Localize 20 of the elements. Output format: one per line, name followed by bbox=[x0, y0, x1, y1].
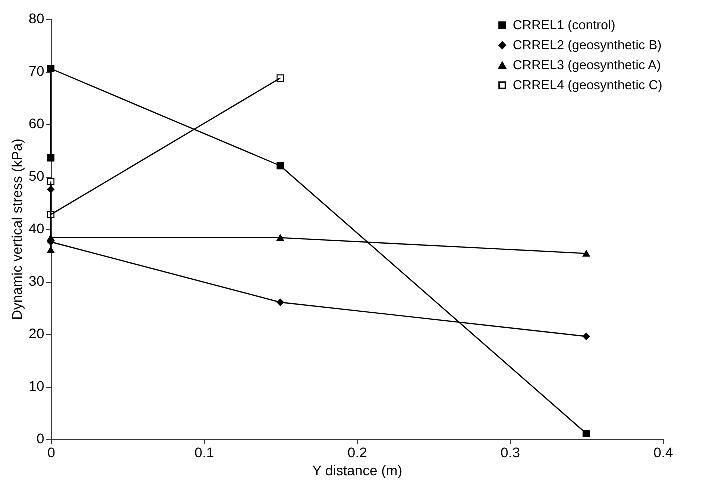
x-axis-title: Y distance (m) bbox=[312, 462, 402, 478]
y-tick-label: 0 bbox=[36, 430, 45, 446]
y-tick-label: 20 bbox=[28, 326, 45, 342]
y-tick-label: 10 bbox=[28, 378, 45, 394]
x-tick-label: 0.4 bbox=[654, 444, 674, 460]
y-tick-label: 50 bbox=[28, 168, 45, 184]
x-tick-label: 0.3 bbox=[500, 444, 520, 460]
y-axis-title: Dynamic vertical stress (kPa) bbox=[8, 138, 25, 320]
y-tick-label: 60 bbox=[28, 116, 45, 132]
y-tick-label: 40 bbox=[28, 220, 45, 236]
y-tick-label: 80 bbox=[28, 10, 45, 26]
legend-label: CRREL2 (geosynthetic B) bbox=[513, 38, 662, 52]
legend-label: CRREL3 (geosynthetic A) bbox=[513, 58, 662, 72]
x-tick-label: 0.1 bbox=[194, 444, 214, 460]
y-tick-label: 70 bbox=[28, 63, 45, 79]
x-tick-label: 0 bbox=[48, 444, 56, 460]
legend-label: CRREL1 (control) bbox=[513, 18, 616, 32]
y-tick-label: 30 bbox=[28, 273, 45, 289]
x-tick-label: 0.2 bbox=[348, 444, 368, 460]
legend-label: CRREL4 (geosynthetic C) bbox=[513, 78, 663, 92]
